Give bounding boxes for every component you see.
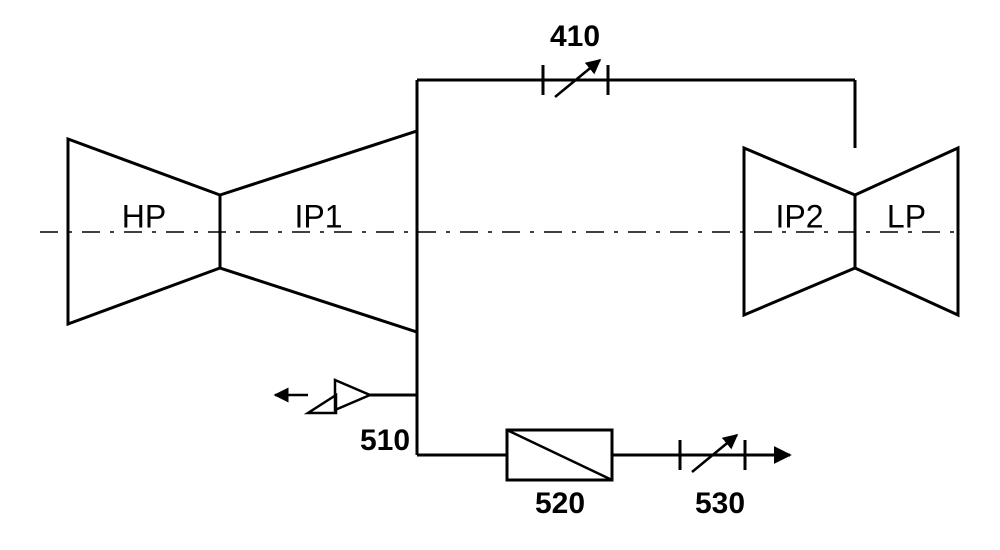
relief-510-body-icon <box>335 380 370 410</box>
turbine-schematic: HP IP1 IP2 LP 410 520 530 510 <box>0 0 1000 550</box>
label-410: 410 <box>550 20 600 53</box>
label-510: 510 <box>360 424 410 457</box>
ip2-label: IP2 <box>775 198 823 234</box>
ip1-label: IP1 <box>294 198 342 234</box>
diagram-svg: HP IP1 IP2 LP 410 520 530 510 <box>0 0 1000 550</box>
lp-label: LP <box>887 198 926 234</box>
label-520: 520 <box>535 487 585 520</box>
label-530: 530 <box>695 487 745 520</box>
hp-label: HP <box>122 198 166 234</box>
relief-510-seat-icon <box>308 395 336 413</box>
